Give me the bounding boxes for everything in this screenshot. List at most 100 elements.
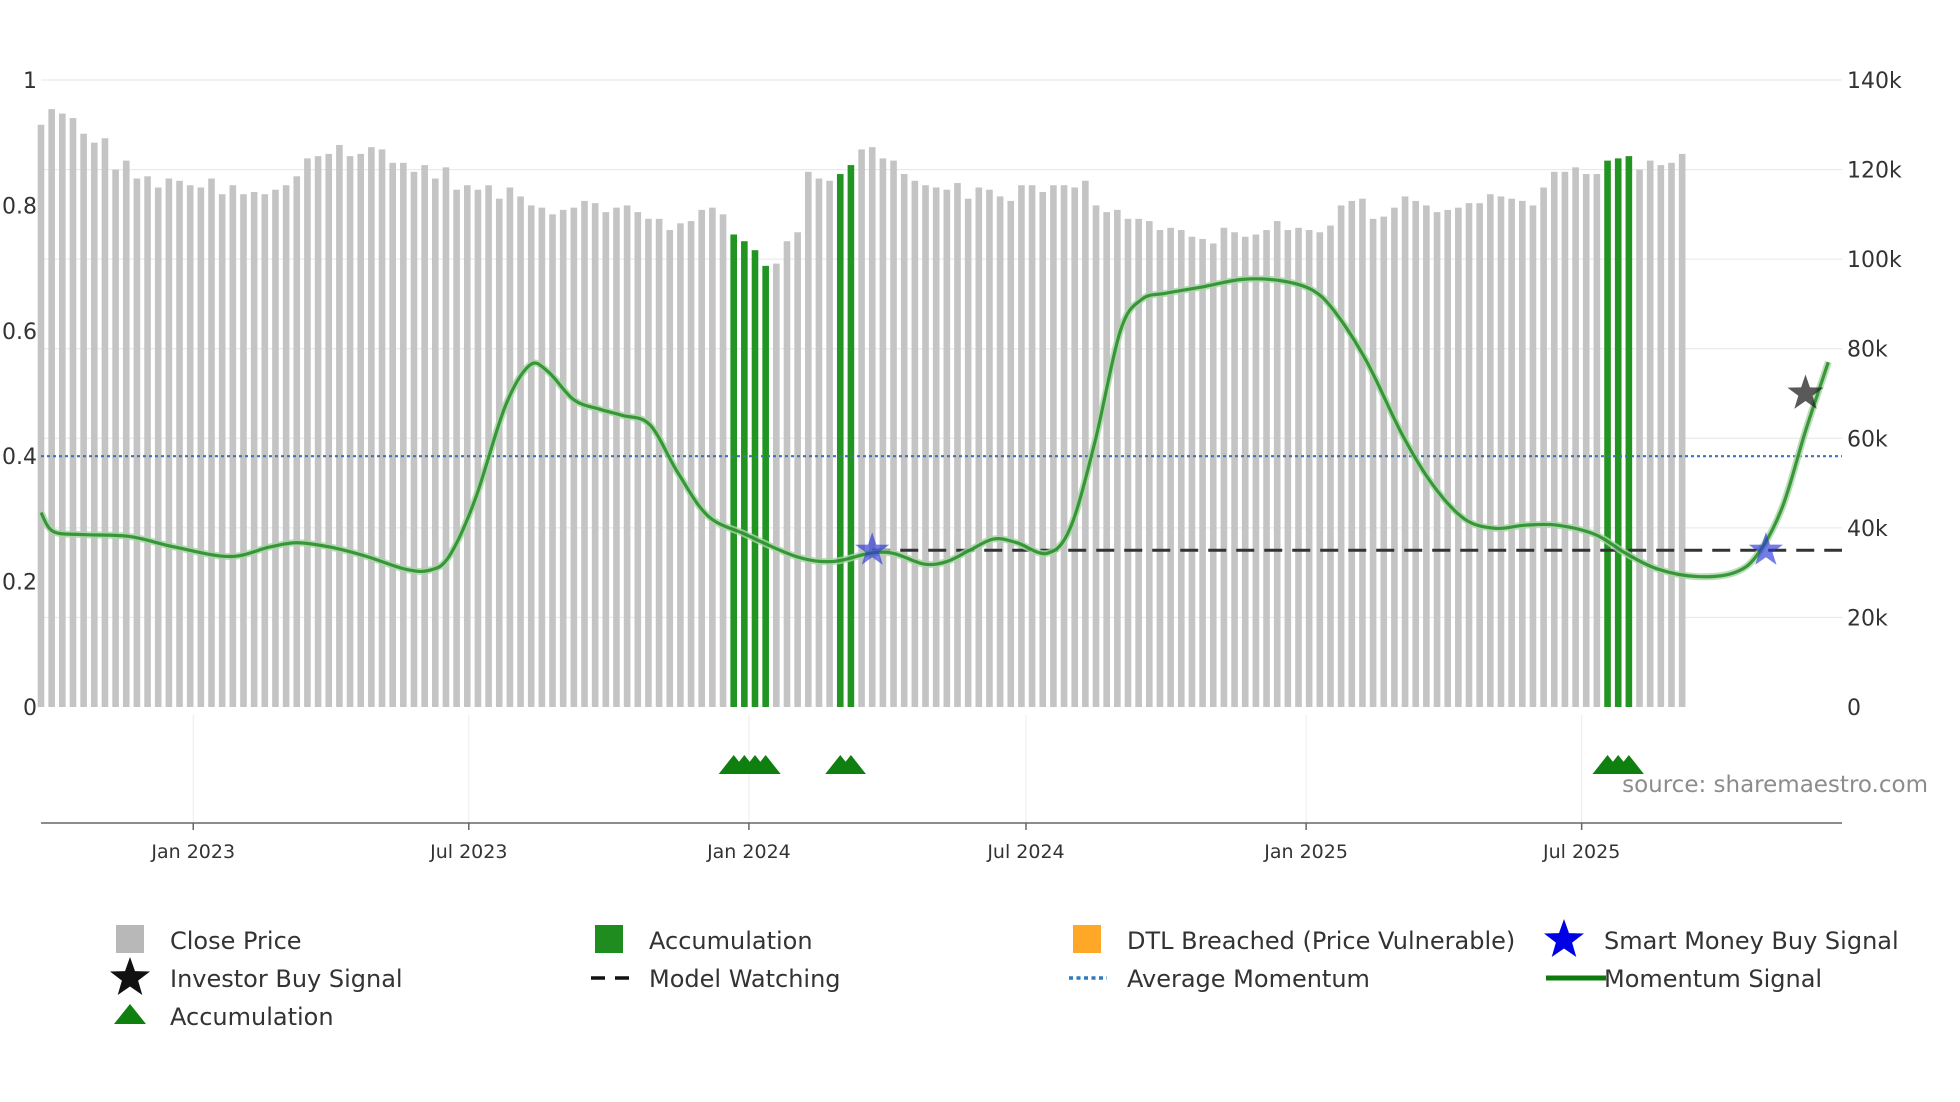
- close-price-bar: [996, 196, 1004, 707]
- close-price-bar: [1572, 167, 1579, 707]
- close-price-bar: [1401, 196, 1409, 707]
- y-right-tick-label: 100k: [1847, 248, 1902, 273]
- legend-item: Investor Buy Signal: [110, 957, 403, 995]
- close-price-bar: [1327, 225, 1334, 707]
- close-price-bar: [975, 187, 983, 707]
- y-left-tick-label: 0.2: [2, 571, 37, 596]
- close-price-bar: [80, 133, 87, 707]
- close-price-bar: [1188, 236, 1196, 707]
- close-price-bar: [133, 178, 141, 707]
- close-price-bar: [144, 176, 151, 707]
- marker-layer: [718, 374, 1824, 774]
- legend-label: Accumulation: [170, 1003, 334, 1031]
- close-price-bar: [1540, 187, 1547, 707]
- close-price-bar: [368, 147, 375, 707]
- close-price-bar: [1455, 207, 1462, 707]
- close-price-bar: [1103, 212, 1110, 707]
- legend-item: Smart Money Buy Signal: [1544, 919, 1899, 957]
- close-price-bar: [1593, 174, 1601, 708]
- y-right-tick-label: 80k: [1847, 338, 1888, 363]
- close-price-bar: [1220, 227, 1228, 708]
- close-price-bar: [1465, 203, 1473, 708]
- legend-swatch-star: [1544, 919, 1584, 957]
- accumulation-bar: [762, 265, 769, 707]
- close-price-bar: [165, 178, 173, 707]
- legend-label: Close Price: [170, 927, 302, 955]
- close-price-bar: [1359, 198, 1366, 708]
- close-price-bar: [90, 142, 98, 707]
- close-price-bar: [1050, 185, 1057, 707]
- close-price-bar: [1231, 232, 1238, 707]
- accumulation-bar: [1625, 156, 1633, 707]
- close-price-bar: [1668, 162, 1675, 707]
- close-price-bar: [1146, 221, 1153, 707]
- close-price-bar: [421, 165, 428, 708]
- legend-label: Model Watching: [649, 965, 841, 993]
- close-price-bar: [218, 194, 226, 708]
- close-price-bar: [1252, 234, 1260, 707]
- close-price-bar: [890, 160, 897, 708]
- close-price-bar: [186, 185, 194, 707]
- y-left-tick-label: 0.6: [2, 320, 37, 345]
- legend-item: Accumulation: [114, 1003, 334, 1031]
- close-price-bar: [709, 207, 716, 707]
- close-price-bar: [559, 209, 567, 707]
- close-price-bar: [879, 158, 887, 707]
- x-tick-label: Jul 2024: [986, 841, 1064, 863]
- close-price-bar: [1167, 227, 1174, 708]
- accumulation-triangle: [835, 755, 866, 774]
- close-price-bar: [794, 232, 801, 707]
- close-price-bar: [112, 169, 119, 708]
- legend-label: Average Momentum: [1127, 965, 1370, 993]
- close-price-bar: [261, 194, 269, 708]
- close-price-bar: [698, 209, 706, 707]
- legend-item: Momentum Signal: [1546, 965, 1822, 993]
- momentum-line: [39, 277, 1830, 579]
- close-price-bar: [1518, 200, 1526, 707]
- close-price-bar: [442, 167, 450, 707]
- y-right-tick-label: 20k: [1847, 606, 1888, 631]
- close-price-bar: [1284, 230, 1292, 707]
- accumulation-bar: [836, 174, 844, 708]
- close-price-bar: [176, 180, 183, 708]
- x-tick-label: Jul 2025: [1542, 841, 1620, 863]
- accumulation-triangle: [750, 755, 781, 774]
- close-price-bar: [826, 180, 833, 708]
- close-price-bar: [1487, 194, 1494, 708]
- close-price-bar: [1561, 171, 1569, 707]
- close-price-bar: [1305, 230, 1313, 707]
- y-right-tick-label: 140k: [1847, 69, 1902, 94]
- close-price-bar: [1135, 218, 1142, 708]
- legend-item: DTL Breached (Price Vulnerable): [1073, 925, 1515, 955]
- reference-lines: [41, 455, 1842, 552]
- x-tick-label: Jul 2023: [429, 841, 507, 863]
- close-price-bar: [602, 212, 610, 707]
- y-left-tick-label: 0.8: [2, 194, 37, 219]
- y-left-tick-label: 1: [23, 69, 37, 94]
- close-price-bar: [1316, 232, 1324, 707]
- close-price-bar: [495, 198, 503, 708]
- accumulation-bar: [1604, 160, 1611, 708]
- accumulation-bar: [1614, 158, 1622, 707]
- legend-item: Accumulation: [595, 925, 813, 955]
- close-price-bar: [1444, 209, 1452, 707]
- close-price-bar: [911, 180, 919, 708]
- close-price-bar: [1678, 153, 1686, 707]
- y-right-tick-label: 40k: [1847, 517, 1888, 542]
- close-price-bar: [314, 156, 322, 707]
- close-price-bar: [645, 218, 652, 708]
- close-price-bar: [1550, 171, 1558, 707]
- close-price-bar: [1391, 207, 1398, 707]
- close-price-bar: [858, 149, 865, 708]
- close-price-bar: [325, 153, 333, 707]
- legend-item: Model Watching: [591, 965, 841, 993]
- close-price-bar: [48, 109, 55, 707]
- close-price-bar: [282, 185, 290, 707]
- close-price-bar: [538, 207, 546, 707]
- legend-swatch-square: [595, 925, 623, 953]
- close-price-bar: [1124, 218, 1132, 708]
- close-price-bar: [59, 113, 66, 707]
- close-price-bar: [208, 178, 215, 707]
- close-price-bar: [229, 185, 237, 707]
